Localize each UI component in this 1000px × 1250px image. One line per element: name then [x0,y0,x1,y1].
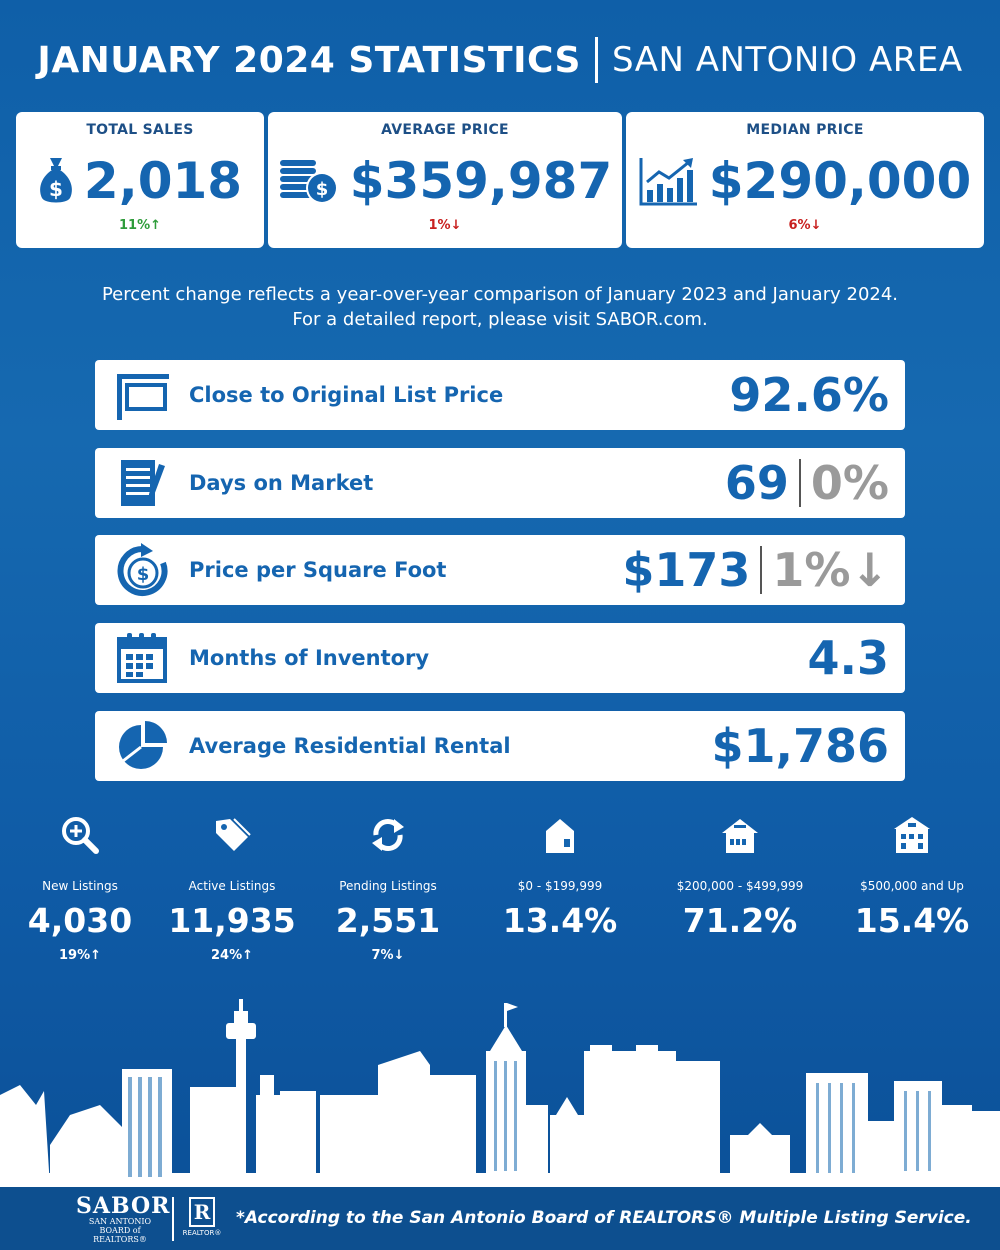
svg-text:$: $ [137,564,150,585]
listing-active: Active Listings 11,935 24%↑ [152,815,312,963]
realtor-mark: R [189,1197,215,1227]
total-sales-value: 2,018 [83,152,243,210]
price-range-value: 13.4% [502,901,618,940]
arrow-up-icon: ↑ [90,948,102,963]
total-sales-card: TOTAL SALES $ 2,018 11%↑ [16,112,264,248]
arrow-up-icon: ↑ [242,948,254,963]
sabor-logo-sub-2: BOARD of REALTORS® [93,1226,147,1244]
logo-divider [172,1197,174,1241]
card-label: MEDIAN PRICE [746,122,864,138]
arrow-down-icon: ↓ [393,948,405,963]
small-house-icon [546,819,574,853]
arrow-down-icon: ↓ [810,218,822,233]
disclaimer: *According to the San Antonio Board of R… [236,1208,972,1228]
arrow-down-icon: ↓ [450,218,462,233]
median-price-value: $290,000 [708,152,972,210]
stat-change: 0% [810,456,889,510]
price-range-mid: $200,000 - $499,999 71.2% [660,815,820,940]
value-divider [798,459,801,507]
realtor-sub: REALTOR® [182,1229,222,1237]
listing-change: 24%↑ [210,948,254,963]
comparison-note: Percent change reflects a year-over-year… [0,282,1000,332]
average-price-change: 1%↓ [428,218,462,233]
average-price-value: $359,987 [349,152,613,210]
summary-cards: TOTAL SALES $ 2,018 11%↑ AVERAGE PRICE [16,112,984,248]
price-range-high: $500,000 and Up 15.4% [832,815,992,940]
listing-value: 2,551 [335,901,441,940]
stat-label: Days on Market [189,471,374,495]
listing-label: New Listings [42,879,118,893]
listing-label: Active Listings [188,879,276,893]
sabor-logo: SABOR SAN ANTONIO BOARD of REALTORS® [76,1193,171,1244]
stat-value: 4.3 [807,631,890,685]
price-range-label: $0 - $199,999 [517,879,603,893]
title-divider [594,37,598,83]
sabor-logo-text: SABOR [76,1193,171,1219]
price-range-value: 15.4% [854,901,970,940]
page-header: JANUARY 2024 STATISTICS SAN ANTONIO AREA [0,30,1000,90]
dollar-cycle-icon: $ [117,543,168,596]
svg-text:$: $ [49,177,63,201]
stat-average-residential-rental: Average Residential Rental $1,786 [95,711,905,781]
listing-change: 19%↑ [58,948,102,963]
total-sales-change: 11%↑ [118,218,162,233]
large-house-icon [894,817,930,853]
stat-days-on-market: Days on Market 69 0% [95,448,905,518]
stat-value: $1,786 [711,719,889,773]
sign-icon [117,374,169,420]
stat-value: 69 [724,456,789,510]
card-label: AVERAGE PRICE [381,122,509,138]
listing-new: New Listings 4,030 19%↑ [0,815,160,963]
money-bag-icon: $ [40,158,72,203]
price-range-low: $0 - $199,999 13.4% [480,815,640,940]
price-range-value: 71.2% [682,901,798,940]
san-antonio-skyline-illustration [0,999,1000,1187]
svg-text:$: $ [315,179,328,200]
listing-value: 11,935 [168,901,296,940]
listing-change: 7%↓ [371,948,405,963]
calendar-icon [117,633,167,683]
refresh-arrows-icon [372,819,404,851]
notepad-icon [121,460,165,506]
arrow-down-icon: ↓ [850,543,889,597]
price-range-label: $500,000 and Up [860,879,964,893]
stat-price-per-square-foot: $ Price per Square Foot $173 1% ↓ [95,535,905,605]
medium-house-icon [722,819,758,853]
stat-label: Price per Square Foot [189,558,447,582]
stat-value: $173 [622,543,751,597]
stat-label: Months of Inventory [189,646,430,670]
pie-chart-icon [119,721,167,769]
growth-chart-icon [639,158,697,206]
listing-pending: Pending Listings 2,551 7%↓ [308,815,468,963]
stat-change: 1% [772,543,851,597]
stat-label: Close to Original List Price [189,383,504,407]
average-price-card: AVERAGE PRICE $ $359,987 1%↓ [268,112,622,248]
price-range-label: $200,000 - $499,999 [676,879,804,893]
median-price-change: 6%↓ [788,218,822,233]
stat-months-of-inventory: Months of Inventory 4.3 [95,623,905,693]
stat-close-to-list-price: Close to Original List Price 92.6% [95,360,905,430]
listing-value: 4,030 [27,901,133,940]
card-label: TOTAL SALES [86,122,194,138]
sabor-logo-sub-1: SAN ANTONIO [88,1217,152,1226]
median-price-card: MEDIAN PRICE $290,000 6%↓ [626,112,984,248]
value-divider [760,546,763,594]
page-title: JANUARY 2024 STATISTICS [37,39,581,81]
stat-value: 92.6% [729,368,889,422]
stat-change-wrap: 1% ↓ [772,543,889,597]
magnify-plus-icon [62,817,99,854]
coin-stack-icon: $ [279,160,338,204]
note-line-1: Percent change reflects a year-over-year… [101,284,899,305]
area-name: SAN ANTONIO AREA [611,40,963,80]
realtor-logo: R REALTOR® [182,1197,222,1241]
footer: SABOR SAN ANTONIO BOARD of REALTORS® R R… [0,1187,1000,1250]
arrow-up-icon: ↑ [150,218,162,233]
listing-label: Pending Listings [339,879,437,893]
note-line-2: For a detailed report, please visit SABO… [292,309,708,330]
stat-label: Average Residential Rental [189,734,511,758]
tag-icon [216,818,251,851]
